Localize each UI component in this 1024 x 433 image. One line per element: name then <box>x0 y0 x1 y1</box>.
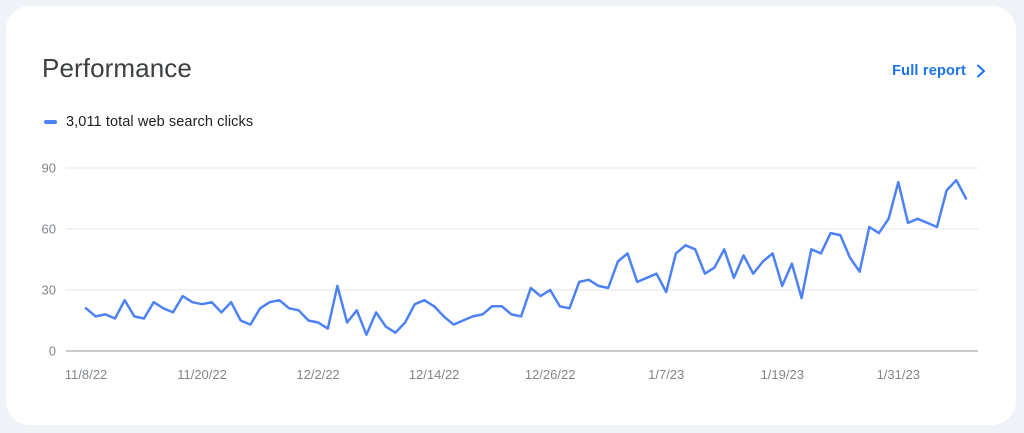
legend-label: 3,011 total web search clicks <box>66 114 254 130</box>
y-tick-label: 90 <box>42 161 56 176</box>
x-tick-label: 1/31/23 <box>877 367 920 382</box>
full-report-label: Full report <box>892 63 966 79</box>
chevron-right-path <box>977 64 985 78</box>
y-tick-label: 30 <box>42 283 56 298</box>
x-tick-label: 12/26/22 <box>525 367 576 382</box>
x-tick-label: 1/19/23 <box>761 367 804 382</box>
y-tick-label: 60 <box>42 222 56 237</box>
full-report-link[interactable]: Full report <box>892 59 986 83</box>
clicks-line-series <box>84 178 968 336</box>
legend-dash-icon <box>44 120 57 124</box>
x-tick-label: 12/14/22 <box>409 367 460 382</box>
x-tick-label: 11/8/22 <box>65 367 107 382</box>
performance-card: Performance Full report 3,011 total web … <box>6 6 1016 425</box>
x-tick-label: 11/20/22 <box>177 367 227 382</box>
y-tick-label: 0 <box>49 344 56 359</box>
x-tick-label: 12/2/22 <box>296 367 339 382</box>
card-title: Performance <box>42 53 192 83</box>
chevron-right-icon <box>977 64 985 78</box>
chart-legend: 3,011 total web search clicks <box>44 113 253 131</box>
x-tick-label: 1/7/23 <box>648 367 684 382</box>
